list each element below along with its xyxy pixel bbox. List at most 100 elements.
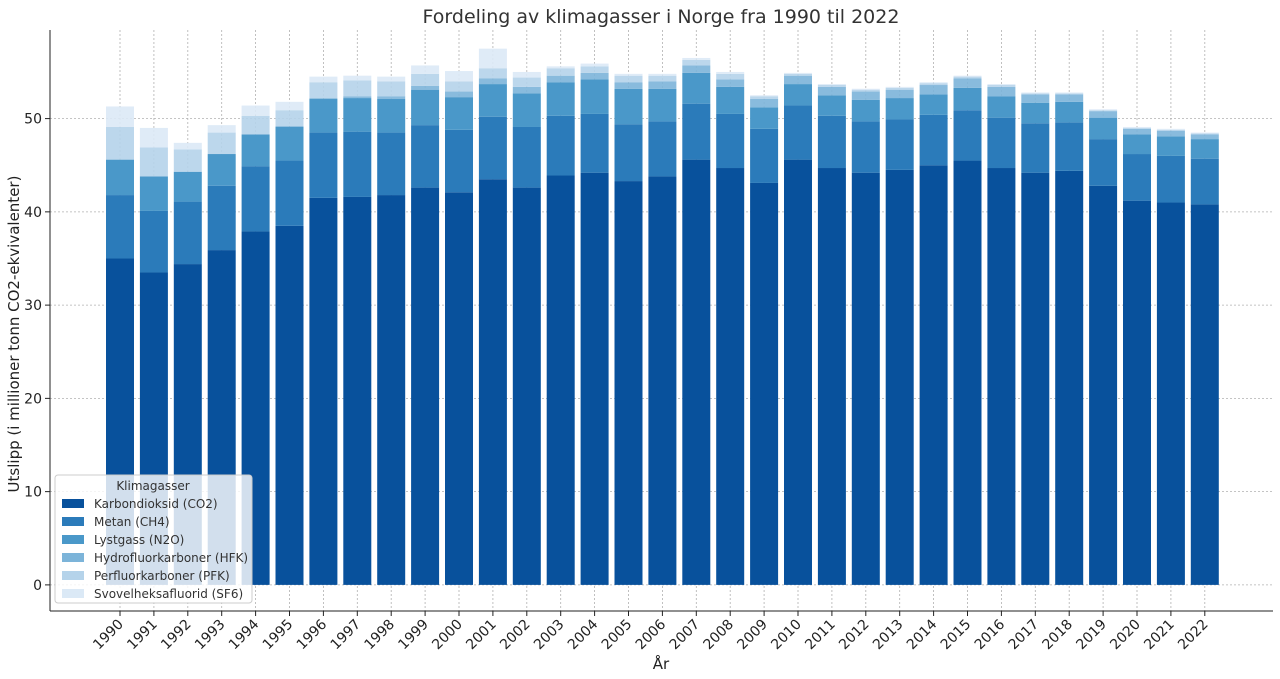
bar-segment — [648, 121, 677, 177]
bar-segment — [512, 126, 541, 188]
x-tick-label: 2014 — [904, 616, 941, 653]
bar-segment — [1089, 185, 1118, 585]
x-tick-label: 1998 — [362, 617, 399, 654]
bar-segment — [377, 132, 406, 196]
x-tick-label: 2012 — [836, 617, 873, 654]
bar-segment — [377, 81, 406, 97]
x-tick-label: 2001 — [463, 617, 500, 654]
bar-segment — [512, 71, 541, 78]
legend-label: Lystgass (N2O) — [94, 533, 184, 547]
bar-segment — [648, 73, 677, 76]
x-tick-label: 2017 — [1006, 617, 1043, 654]
bar-segment — [478, 179, 507, 585]
bar-segment — [309, 82, 338, 99]
bar-segment — [614, 124, 643, 182]
bar-segment — [546, 68, 575, 76]
bar-segment — [1021, 102, 1050, 124]
bar-segment — [885, 87, 914, 90]
bar-segment — [987, 96, 1016, 118]
bar-segment — [1123, 126, 1151, 128]
y-tick-label: 0 — [33, 578, 42, 594]
legend-label: Karbondioksid (CO2) — [94, 497, 218, 511]
bar-segment — [648, 176, 677, 585]
bar-segment — [275, 126, 304, 161]
bar-segment — [614, 181, 643, 585]
bar-segment — [1055, 93, 1084, 95]
bar-segment — [1190, 204, 1219, 585]
bar-segment — [207, 125, 236, 133]
bar-segment — [716, 86, 745, 114]
bar-segment — [275, 160, 304, 226]
bar-segment — [207, 132, 236, 155]
bar-segment — [1123, 134, 1151, 155]
bar-segment — [478, 116, 507, 180]
bar-segment — [309, 99, 338, 133]
bar-segment — [241, 134, 270, 167]
bar-segment — [750, 182, 779, 585]
legend-swatch — [62, 517, 84, 526]
bar-segment — [478, 68, 507, 79]
bar-segment — [1190, 134, 1219, 140]
legend-title: Klimagasser — [116, 479, 189, 493]
bar-segment — [580, 63, 609, 67]
bar-segment — [817, 168, 846, 585]
bar-segment — [682, 159, 711, 585]
y-tick-label: 10 — [24, 485, 42, 501]
bar-segment — [241, 166, 270, 232]
bar-segment — [343, 96, 372, 99]
bar-segment — [343, 75, 372, 81]
x-tick-label: 1992 — [158, 617, 195, 654]
bar-segment — [919, 85, 948, 95]
bar-segment — [614, 88, 643, 125]
bar-segment — [716, 73, 745, 80]
y-tick-label: 20 — [24, 391, 42, 407]
bar-segment — [343, 80, 372, 97]
x-tick-label: 1993 — [192, 617, 229, 654]
x-tick-label: 2002 — [497, 617, 534, 654]
bar-segment — [987, 85, 1016, 87]
bar-segment — [1055, 170, 1084, 585]
x-tick-label: 1997 — [328, 617, 365, 654]
legend-swatch — [62, 553, 84, 562]
legend-swatch — [62, 589, 84, 598]
bar-segment — [445, 192, 473, 585]
bar-segment — [580, 66, 609, 73]
bar-segment — [275, 126, 304, 127]
bar-segment — [682, 57, 711, 60]
bar-segment — [919, 94, 948, 115]
bar-segment — [682, 72, 711, 104]
legend-swatch — [62, 571, 84, 580]
bar-segment — [648, 81, 677, 89]
legend-label: Hydrofluorkarboner (HFK) — [94, 551, 248, 565]
bar-segment — [1123, 154, 1151, 201]
bar-segment — [512, 187, 541, 585]
legend-swatch — [62, 499, 84, 508]
bar-segment — [106, 159, 134, 196]
bar-segment — [377, 195, 406, 585]
bar-segment — [885, 89, 914, 99]
x-tick-label: 2022 — [1175, 617, 1212, 654]
legend-label: Perfluorkarboner (PFK) — [94, 569, 230, 583]
bar-segment — [309, 98, 338, 100]
bar-segment — [750, 95, 779, 97]
bar-segment — [512, 93, 541, 127]
bar-segment — [411, 85, 440, 90]
bar-segment — [580, 172, 609, 585]
bar-segment — [1055, 122, 1084, 171]
x-tick-label: 1994 — [226, 616, 263, 653]
bar-segment — [919, 82, 948, 84]
bar-segment — [580, 79, 609, 114]
bar-segment — [851, 88, 880, 90]
bar-segment — [1156, 202, 1185, 585]
bar-segment — [411, 73, 440, 86]
bar-segment — [580, 72, 609, 80]
bar-segment — [445, 91, 473, 98]
bar-segment — [750, 96, 779, 100]
x-tick-label: 2015 — [938, 617, 975, 654]
bar-segment — [953, 160, 982, 585]
bar-segment — [445, 81, 473, 92]
x-tick-label: 2000 — [429, 617, 466, 654]
x-tick-label: 1991 — [124, 617, 161, 654]
x-tick-label: 2020 — [1107, 617, 1144, 654]
bar-segment — [851, 121, 880, 173]
